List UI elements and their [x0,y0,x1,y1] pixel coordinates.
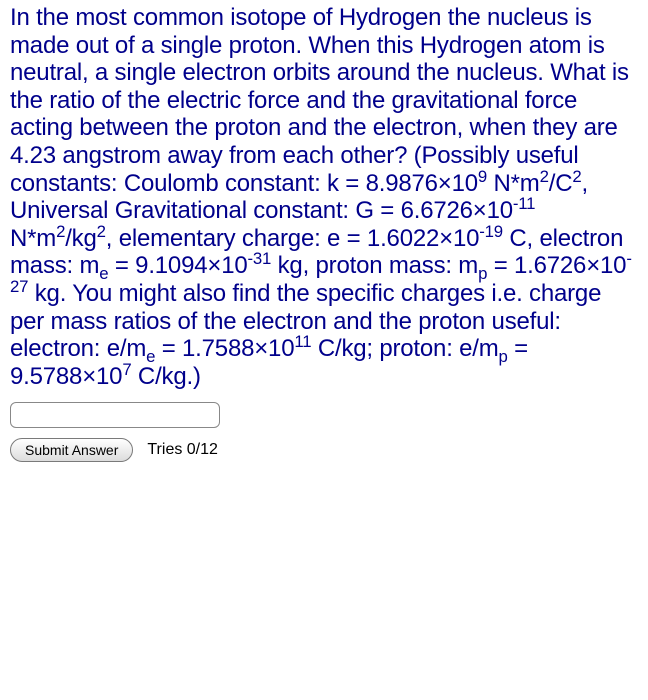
g-unit2: /kg [65,225,96,252]
me-exp: -31 [248,249,272,268]
coulomb-k-unit-exp: 2 [540,167,549,186]
question-intro: In the most common isotope of Hydrogen t… [10,4,629,197]
me-val: = 9.1094×10 [108,252,247,279]
g-unit-exp: 2 [56,222,65,241]
coulomb-k-unit2: /C [549,170,573,197]
e-exp: -19 [479,222,503,241]
eme-exp: 11 [294,332,311,351]
emp-unit: C/kg.) [131,363,200,390]
submit-row: Submit Answer Tries 0/12 [10,438,638,462]
coulomb-k-exp: 9 [478,167,487,186]
mp-val: = 1.6726×10 [487,252,626,279]
eme-unit: C/kg; proton: e/m [311,335,498,362]
g-unit: N*m [10,225,56,252]
answer-input[interactable] [10,402,220,428]
coulomb-k-unit: N*m [487,170,540,197]
me-unit: kg, proton mass: m [271,252,478,279]
emp-sub: p [499,347,508,366]
eme-val: = 1.7588×10 [155,335,294,362]
coulomb-k-val: 8.9876×10 [366,170,478,197]
g-unit2-exp: 2 [97,222,106,241]
g-exp: -11 [513,194,535,213]
coulomb-k-unit2-exp: 2 [572,167,581,186]
tries-counter: Tries 0/12 [147,441,218,459]
submit-answer-button[interactable]: Submit Answer [10,438,133,462]
e-intro: , elementary charge: e = 1.6022×10 [106,225,479,252]
question-text: In the most common isotope of Hydrogen t… [10,4,638,390]
